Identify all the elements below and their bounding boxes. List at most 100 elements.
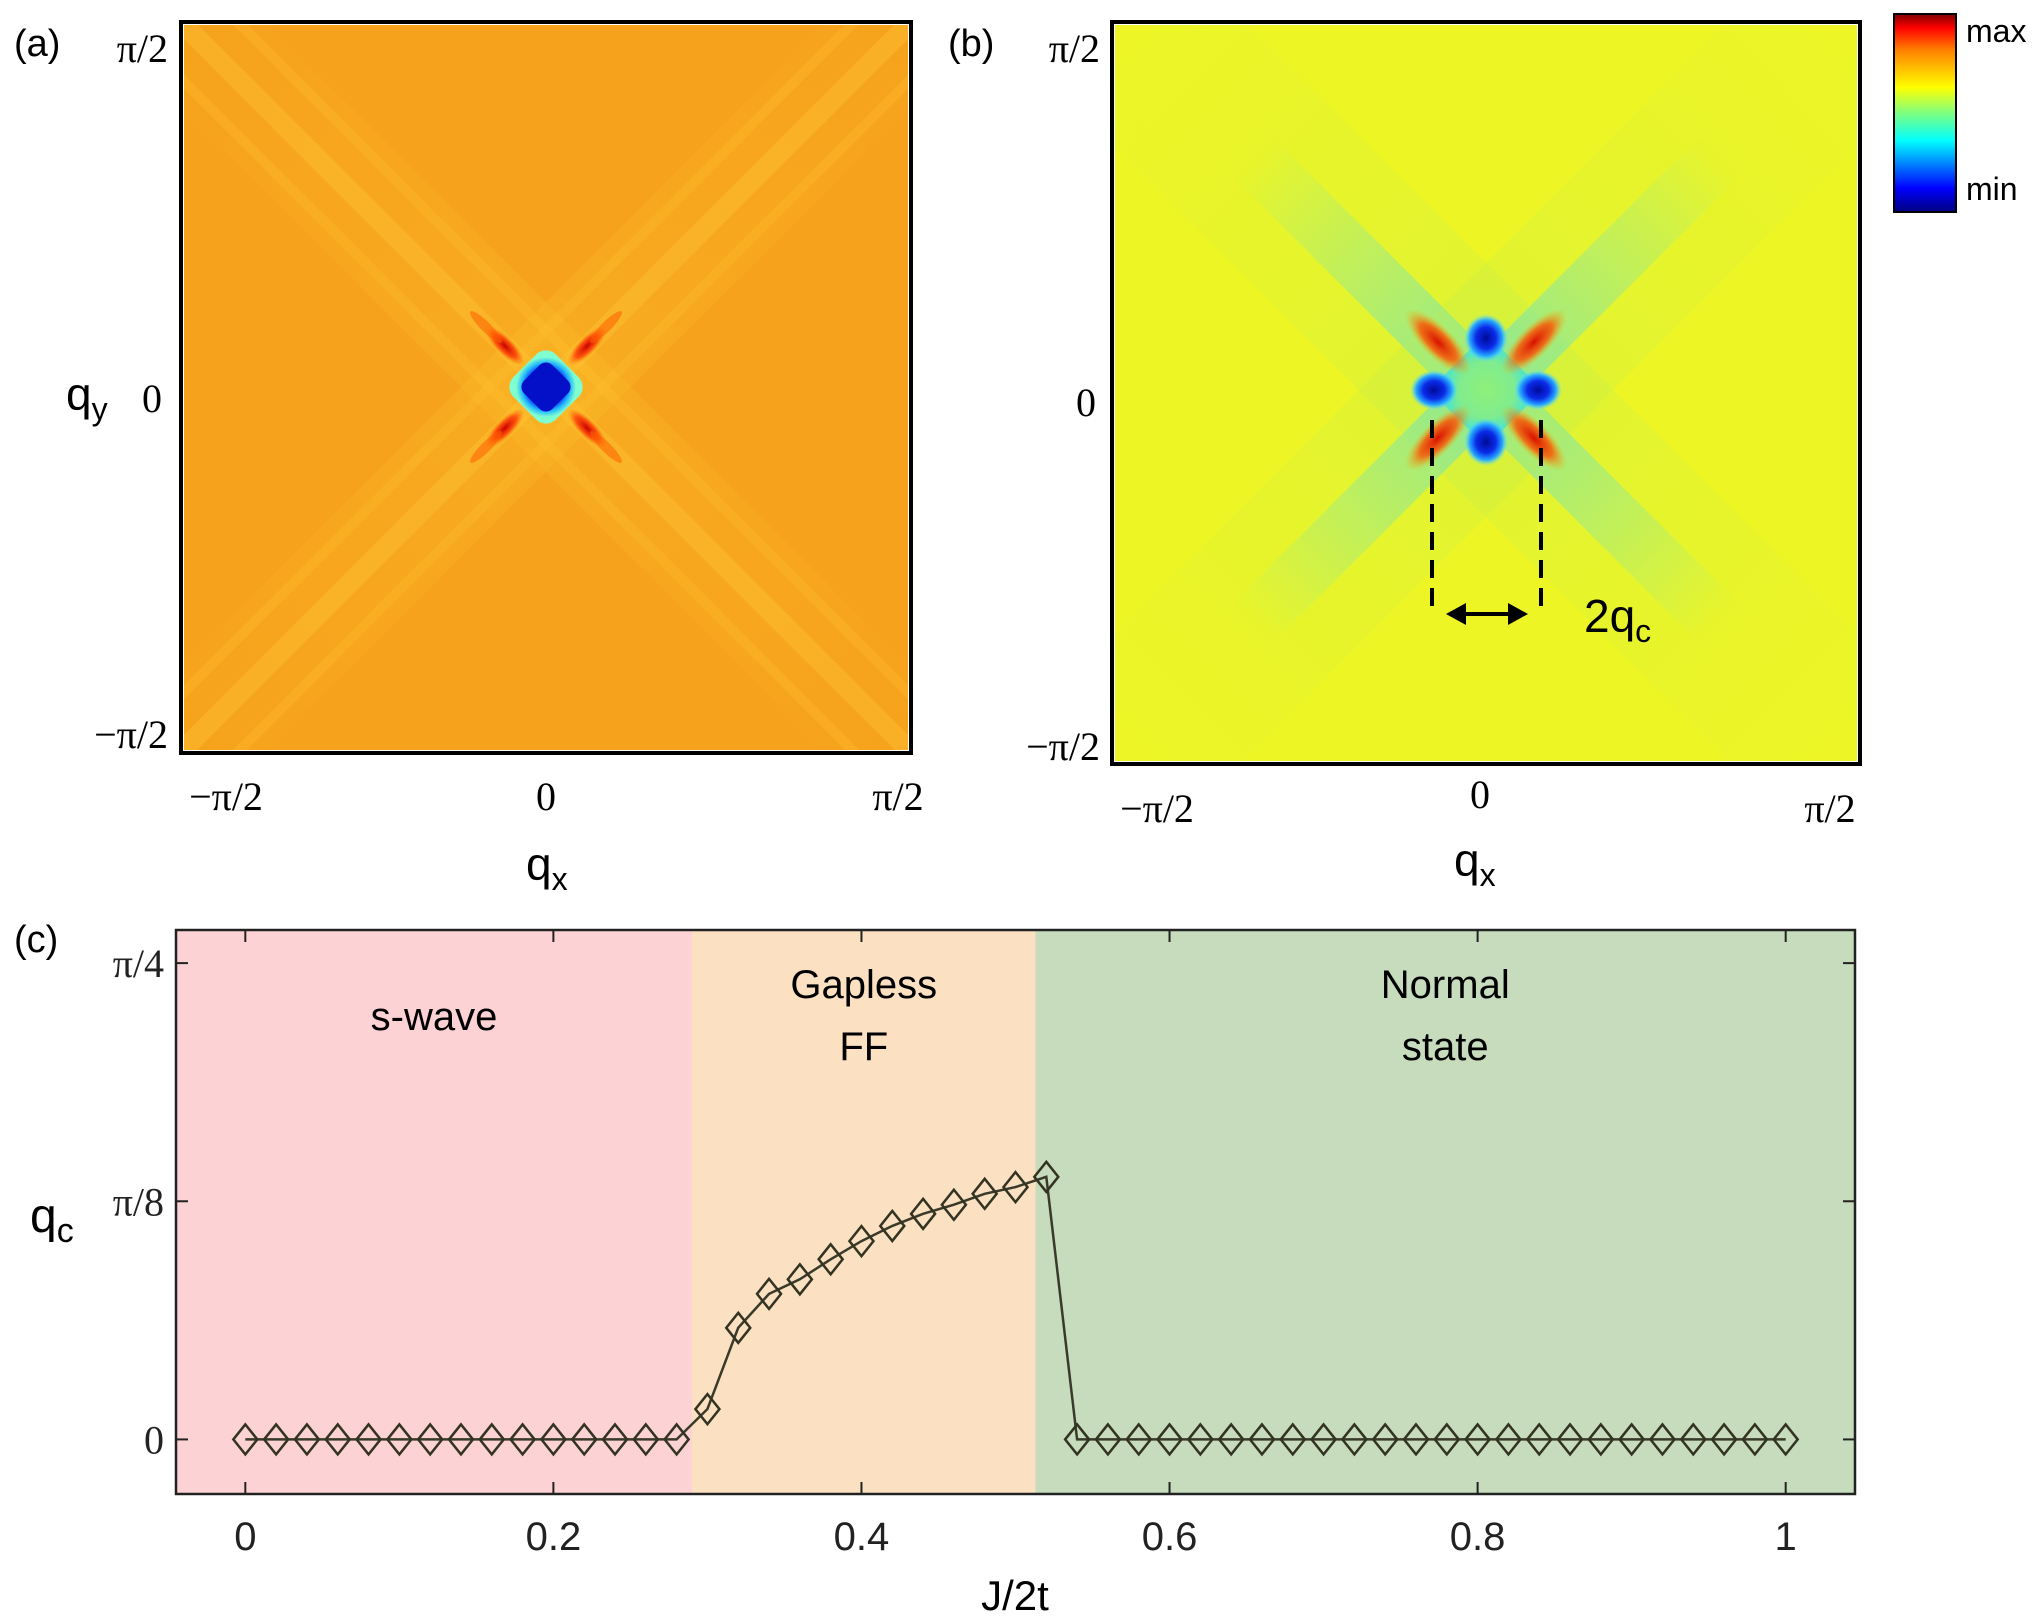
- panel-a-ytick: π/2: [117, 26, 168, 71]
- panel-c-data-point: [539, 1422, 567, 1457]
- panel-a: (a) π/2 0 −π/2 qy −π/2 0 π/2 qx: [14, 20, 924, 897]
- panel-b-minimum: [1514, 370, 1562, 410]
- panel-b-annotation-sub: c: [1635, 613, 1651, 649]
- panel-b-ytick: π/2: [1049, 26, 1100, 71]
- panel-a-ylabel-sub: y: [92, 391, 108, 427]
- colorbar-min-label: min: [1966, 171, 2018, 207]
- panel-c-region-label: state: [1402, 1025, 1489, 1069]
- panel-c-data-point: [817, 1242, 845, 1277]
- panel-c-data-point: [324, 1422, 352, 1457]
- panel-c-region-labels: s-wave Gapless FF Normal state: [371, 963, 1510, 1069]
- panel-c-label: (c): [14, 919, 58, 961]
- panel-c-data-point: [693, 1392, 722, 1427]
- panel-c-data-point: [909, 1196, 937, 1231]
- panel-b-minimum: [1464, 314, 1508, 362]
- panel-b-annotation: 2qc: [1584, 590, 1651, 649]
- panel-b-label: (b): [948, 23, 994, 65]
- panel-c-data-point: [1710, 1422, 1738, 1457]
- panel-c-data-point: [293, 1422, 321, 1457]
- panel-b-frame: [1110, 20, 1862, 766]
- panel-c-data-point: [478, 1422, 506, 1457]
- panel-c-region-label: Gapless: [790, 963, 937, 1007]
- panel-c-ylabel-main: q: [30, 1190, 57, 1243]
- panel-a-minimum-core: [521, 362, 571, 412]
- panel-a-pattern: [184, 25, 908, 750]
- panel-c-ytick-label: π/8: [113, 1179, 164, 1224]
- panel-c-data-point: [601, 1422, 629, 1457]
- panel-c-data-point: [1525, 1422, 1553, 1457]
- panel-b-lobe: [1500, 404, 1568, 472]
- panel-a-lobe: [470, 311, 502, 343]
- panel-a-label: (a): [14, 23, 60, 65]
- panel-b-xlabel-main: q: [1454, 834, 1480, 886]
- panel-a-ytick: −π/2: [94, 712, 168, 757]
- panel-c-data-point: [1032, 1159, 1060, 1194]
- panel-c-data-point: [878, 1208, 906, 1243]
- panel-b-minimum: [1410, 370, 1458, 410]
- panel-a-xlabel-main: q: [526, 838, 552, 890]
- panel-b-xlabel-sub: x: [1480, 857, 1496, 893]
- panel-a-frame: [179, 20, 913, 755]
- panel-c-xtick-label: 0.4: [834, 1515, 890, 1559]
- panel-c-data-point: [1679, 1422, 1707, 1457]
- panel-b-lobe: [1500, 308, 1568, 376]
- panel-b-xtick: 0: [1470, 772, 1490, 817]
- panel-c-data-point: [1279, 1422, 1307, 1457]
- panel-c-data-point: [262, 1422, 290, 1457]
- panel-c-region: [176, 930, 693, 1494]
- panel-c-data-point: [1001, 1170, 1030, 1205]
- panel-c-data-point: [1648, 1422, 1677, 1457]
- panel-b-minimum: [1464, 418, 1508, 466]
- panel-b-ytick: 0: [1076, 380, 1096, 425]
- panel-b-lobe: [1404, 308, 1472, 376]
- panel-c-xtick-label: 0.2: [526, 1515, 582, 1559]
- panel-c-data-point: [385, 1422, 413, 1457]
- panel-c-ylabel: qc: [30, 1190, 74, 1250]
- panel-c-ytick-label: π/4: [113, 941, 164, 986]
- panel-c-data-point: [416, 1422, 444, 1457]
- panel-c-data-point: [1155, 1422, 1184, 1457]
- colorbar: max min: [1893, 13, 2026, 213]
- panel-b-ytick: −π/2: [1026, 724, 1100, 769]
- panel-b-pattern: [1115, 25, 1857, 761]
- panel-c-data-point: [1309, 1422, 1338, 1457]
- panel-c-xlabel: J/2t: [981, 1572, 1049, 1619]
- panel-c-data-point: [755, 1276, 783, 1311]
- panel-c-data-point: [940, 1187, 968, 1222]
- panel-a-lobe: [470, 431, 502, 463]
- panel-c-data-point: [632, 1422, 660, 1457]
- panel-c-data-point: [1248, 1422, 1276, 1457]
- panel-b-xtick: −π/2: [1120, 786, 1194, 831]
- panel-c-regions: [176, 930, 1855, 1494]
- panel-c-markers: [231, 1159, 1800, 1457]
- colorbar-max-label: max: [1966, 13, 2026, 49]
- panel-c: s-wave Gapless FF Normal state 0 0.2 0.4 0.6 0.8…: [14, 919, 1857, 1619]
- panel-c-ytick-label: 0: [144, 1417, 164, 1462]
- panel-c-data-point: [1587, 1422, 1615, 1457]
- panel-b: 2qc (b) π/2 0 −π/2 −π/2 0 π/2 qx: [948, 20, 1862, 893]
- panel-c-data-point: [1618, 1422, 1646, 1457]
- panel-c-data-point: [786, 1262, 814, 1297]
- panel-c-data-point: [1464, 1422, 1492, 1457]
- panel-c-data-point: [663, 1422, 691, 1457]
- panel-c-region-label: FF: [839, 1025, 888, 1069]
- panel-a-ytick: 0: [142, 376, 162, 421]
- panel-b-lobe: [1404, 404, 1472, 472]
- panel-a-xlabel: qx: [526, 838, 568, 897]
- panel-b-xlabel: qx: [1454, 834, 1496, 893]
- panel-a-ylabel: qy: [66, 368, 108, 427]
- panel-a-xtick: π/2: [872, 774, 923, 819]
- panel-c-frame: [174, 928, 1857, 1496]
- panel-c-xtick-label: 0.8: [1450, 1515, 1506, 1559]
- panel-c-data-point: [1556, 1422, 1584, 1457]
- panel-c-ticks: 0 0.2 0.4 0.6 0.8 1 0 π/8 π/4: [113, 930, 1855, 1559]
- panel-c-region-label: s-wave: [371, 995, 498, 1039]
- panel-a-xtick: 0: [536, 774, 556, 819]
- panel-c-ylabel-sub: c: [57, 1212, 74, 1250]
- panel-a-ylabel-main: q: [66, 368, 92, 420]
- panel-c-data-point: [1402, 1422, 1430, 1457]
- panel-a-lobe: [590, 311, 622, 343]
- panel-c-data-point: [570, 1422, 598, 1457]
- panel-c-data-point: [1217, 1422, 1245, 1457]
